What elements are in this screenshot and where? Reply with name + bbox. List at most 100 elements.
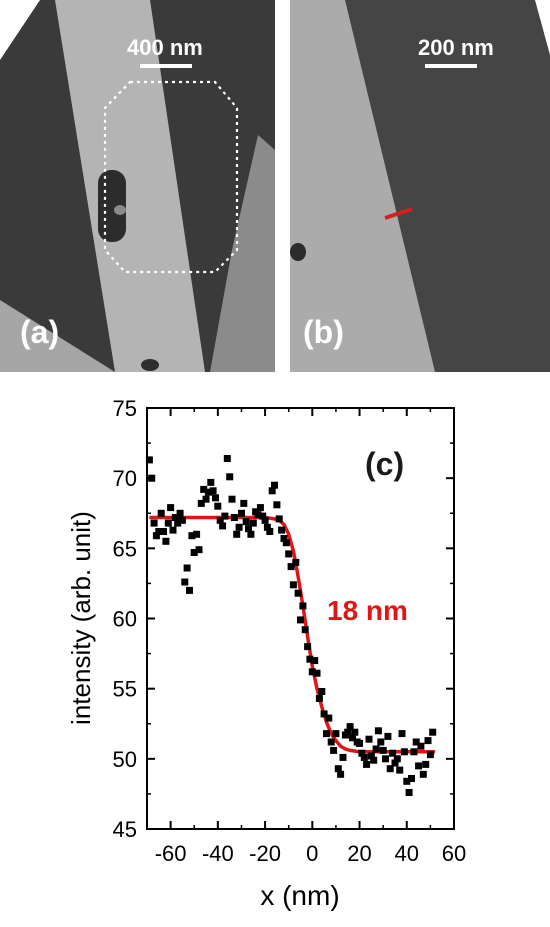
tem-panel-a-scale-label: 400 nm (127, 35, 203, 60)
tem-panel-a-lower-fill (0, 300, 115, 372)
x-tick-label: 60 (442, 841, 466, 866)
chart-panel-label: (c) (365, 446, 404, 482)
data-point (261, 516, 269, 524)
data-point (313, 669, 321, 677)
tem-panel-b-profile-marker (384, 207, 413, 220)
y-tick-label: 50 (113, 747, 137, 772)
data-point (349, 734, 356, 742)
tem-panel-a-dot (141, 359, 159, 371)
data-point (339, 753, 347, 761)
data-point (278, 526, 286, 534)
data-point (254, 511, 262, 519)
data-point (367, 752, 375, 760)
data-point (235, 523, 243, 531)
data-point (186, 586, 193, 594)
data-point (200, 485, 208, 493)
data-point (280, 535, 288, 542)
data-point (171, 514, 179, 521)
data-point (249, 519, 257, 527)
data-point (323, 730, 330, 738)
x-tick-label: -40 (202, 841, 234, 866)
data-point (424, 737, 432, 745)
data-point (363, 760, 371, 768)
tem-panel-b-edge-spot (290, 243, 306, 261)
data-point (263, 523, 271, 531)
data-point (247, 530, 255, 538)
y-tick-label: 70 (113, 466, 137, 491)
data-point (240, 499, 248, 507)
data-point (174, 519, 182, 527)
data-point (287, 563, 295, 571)
data-point (422, 760, 430, 768)
data-point (238, 509, 245, 517)
data-point (346, 723, 354, 731)
data-point (230, 514, 238, 521)
y-tick-label: 45 (113, 817, 137, 842)
x-axis-label: x (nm) (260, 880, 339, 911)
data-point (268, 487, 276, 495)
data-point (419, 770, 427, 778)
data-point (219, 522, 227, 530)
data-point (297, 616, 304, 624)
data-point (356, 739, 363, 747)
data-point (207, 478, 215, 486)
data-point (245, 525, 252, 533)
data-point (377, 738, 385, 746)
data-point (393, 755, 401, 763)
data-point (181, 578, 189, 586)
data-point (370, 756, 378, 764)
data-point (289, 581, 297, 589)
data-point (396, 766, 404, 774)
data-point (382, 755, 389, 763)
data-point (311, 657, 319, 665)
data-point (426, 751, 434, 759)
tem-panel-a-right-shape (210, 135, 275, 372)
fit-layer (149, 515, 436, 754)
data-point (259, 512, 267, 520)
data-point (216, 516, 224, 524)
data-point (429, 728, 437, 736)
data-point (400, 748, 408, 756)
data-point (183, 564, 191, 572)
fit-width-annotation: 18 nm (327, 595, 408, 626)
data-point (332, 730, 340, 738)
data-point (162, 537, 170, 545)
data-point (223, 455, 231, 462)
data-point (344, 728, 352, 736)
data-point (273, 501, 281, 509)
y-tick-label: 75 (113, 396, 137, 421)
y-tick-label: 60 (113, 607, 137, 632)
x-tick-label: 20 (347, 841, 371, 866)
data-point (351, 728, 359, 736)
data-point (193, 530, 201, 538)
data-point (415, 762, 423, 770)
data-point (372, 745, 380, 753)
data-point (403, 777, 411, 785)
data-point (327, 738, 335, 746)
data-point (358, 749, 366, 757)
data-point (157, 509, 165, 517)
data-point (379, 746, 387, 754)
data-point (330, 746, 338, 754)
data-point (308, 668, 316, 676)
data-point (155, 528, 163, 535)
fit-curve (149, 515, 436, 754)
profile-chart: -60 -40 -20 0 20 40 60 45 50 55 60 65 70 75 (c) 18 nm… (66, 396, 466, 911)
data-point (228, 495, 236, 503)
data-point (408, 775, 415, 782)
tem-panel-b-scale-label: 200 nm (418, 35, 494, 60)
tem-panel-b-label: (b) (303, 314, 344, 350)
y-tick-label: 55 (113, 677, 137, 702)
ticks-layer: -60 -40 -20 0 20 40 60 45 50 55 60 65 70 75 (113, 396, 467, 866)
x-tick-label: 0 (306, 841, 318, 866)
data-point (294, 589, 302, 597)
data-point (412, 738, 420, 746)
data-point (152, 532, 160, 540)
tem-panel-a: 400 nm (a) (0, 0, 275, 372)
data-point (233, 530, 241, 538)
data-point (360, 753, 368, 761)
data-point (386, 765, 394, 773)
tem-panel-b-bright-band (290, 0, 435, 372)
x-tick-label: -60 (155, 841, 187, 866)
tem-panel-a-particle (114, 205, 126, 215)
